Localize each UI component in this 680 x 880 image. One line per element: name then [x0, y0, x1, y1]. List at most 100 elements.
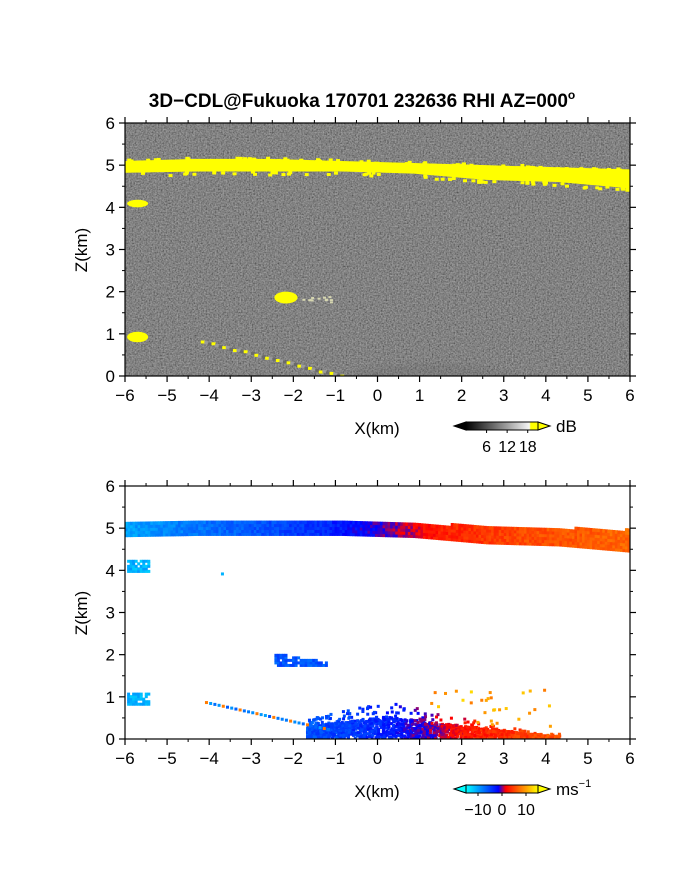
reflectivity-cloud-pixel: [579, 167, 584, 171]
reflectivity-cloud-pixel: [564, 167, 569, 171]
velocity-speckle-pixel: [528, 711, 532, 715]
velocity-cloud-pixel: [584, 542, 588, 546]
velocity-cloud-pixel: [513, 535, 517, 540]
velocity-flow-pixel: [555, 736, 559, 739]
velocity-clutter-pixel: [318, 726, 322, 730]
velocity-flow-pixel: [314, 729, 318, 733]
velocity-cloud-pixel: [576, 526, 581, 531]
velocity-echo-pixel: [289, 658, 293, 662]
velocity-xtick-label: −3: [242, 749, 261, 768]
velocity-speckle-pixel: [489, 719, 493, 723]
velocity-cloud-pixel: [314, 532, 318, 536]
reflectivity-clutter-pixel: [261, 355, 266, 359]
velocity-cloud-pixel: [481, 528, 485, 533]
velocity-cloud-pixel: [362, 521, 366, 525]
velocity-cloud-pixel: [286, 529, 290, 533]
velocity-cloud-pixel: [359, 521, 363, 525]
velocity-clutter-pixel: [234, 707, 238, 711]
reflectivity-echo-pixel: [329, 301, 333, 304]
velocity-cloud-pixel: [332, 526, 336, 531]
velocity-clutter-pixel: [247, 710, 251, 714]
velocity-flow-pixel: [539, 732, 543, 736]
velocity-cloud-pixel: [410, 528, 414, 533]
reflectivity-ytick-label: 1: [106, 325, 115, 344]
velocity-cloud-pixel: [508, 526, 512, 531]
velocity-flow-pixel: [351, 728, 355, 732]
velocity-echo-pixel: [127, 692, 131, 696]
velocity-cloud-pixel: [465, 527, 469, 531]
velocity-cloud-pixel: [241, 523, 245, 528]
velocity-cloud-pixel: [624, 537, 629, 541]
velocity-cloud-pixel: [284, 529, 288, 533]
velocity-flow-pixel: [367, 718, 371, 722]
velocity-speckle-pixel: [533, 708, 537, 712]
velocity-cloud-pixel: [448, 531, 452, 536]
reflectivity-cloud-pixel: [483, 180, 488, 184]
velocity-cloud-pixel: [258, 526, 262, 531]
reflectivity-echo-pixel: [317, 297, 321, 300]
velocity-cloud-pixel: [529, 527, 533, 531]
velocity-flow-pixel: [454, 723, 458, 727]
reflectivity-cloud-pixel: [328, 158, 333, 162]
velocity-cloud-pixel: [170, 521, 174, 525]
velocity-cloud-pixel: [559, 528, 563, 532]
velocity-cloud-pixel: [357, 529, 361, 534]
velocity-cloud-pixel: [549, 536, 553, 541]
velocity-flow-pixel: [329, 723, 333, 727]
reflectivity-cloud-pixel: [165, 159, 170, 163]
velocity-cloud-pixel: [251, 529, 255, 533]
velocity-flow-pixel: [344, 734, 348, 738]
velocity-flow-pixel: [498, 732, 502, 736]
reflectivity-clutter-pixel: [340, 374, 345, 376]
velocity-flow-pixel: [434, 721, 438, 725]
velocity-cloud-pixel: [178, 532, 182, 537]
velocity-flow-pixel: [346, 730, 350, 734]
velocity-cloud-pixel: [523, 530, 528, 534]
velocity-cloud-pixel: [286, 523, 290, 528]
velocity-cloud-pixel: [377, 533, 381, 537]
reflectivity-clutter-pixel: [243, 350, 248, 354]
velocity-cloud-pixel: [453, 532, 457, 536]
velocity-cloud-pixel: [438, 536, 442, 541]
velocity-flow-pixel: [337, 719, 341, 723]
velocity-cloud-pixel: [571, 538, 576, 542]
velocity-cloud-pixel: [561, 537, 565, 541]
velocity-echo-pixel: [287, 663, 291, 667]
velocity-cloud-pixel: [539, 530, 543, 535]
velocity-cloud-pixel: [534, 539, 538, 543]
velocity-flow-pixel: [439, 718, 443, 722]
velocity-echo-pixel: [292, 656, 296, 660]
velocity-cloud-pixel: [172, 532, 177, 537]
velocity-cloud-pixel: [614, 544, 618, 549]
velocity-cloud-pixel: [372, 527, 376, 531]
velocity-cloud-pixel: [607, 535, 611, 540]
velocity-cloud-pixel: [402, 528, 406, 532]
velocity-flow-pixel: [388, 732, 392, 736]
velocity-cloud-pixel: [503, 526, 507, 531]
velocity-flow-pixel: [410, 719, 414, 723]
velocity-cloud-pixel: [445, 531, 449, 535]
velocity-echo-pixel: [281, 663, 285, 667]
velocity-cloud-pixel: [349, 532, 353, 537]
velocity-cloud-pixel: [266, 532, 270, 536]
velocity-clutter-pixel: [276, 716, 280, 720]
velocity-cloud-pixel: [213, 529, 217, 533]
reflectivity-cloud-pixel: [185, 156, 190, 160]
velocity-cloud-pixel: [564, 534, 568, 539]
velocity-cloud-pixel: [521, 530, 525, 534]
velocity-flow-pixel: [505, 733, 509, 737]
velocity-cloud-pixel: [627, 546, 630, 550]
velocity-cloud-pixel: [571, 529, 576, 533]
velocity-flow-pixel: [423, 722, 427, 726]
velocity-cloud-pixel: [286, 520, 290, 525]
velocity-flow-pixel: [466, 720, 470, 724]
velocity-cloud-pixel: [460, 529, 464, 534]
velocity-flow-pixel: [411, 736, 415, 739]
velocity-echo-pixel: [309, 658, 313, 662]
velocity-cloud-pixel: [465, 524, 469, 528]
velocity-cloud-pixel: [160, 521, 164, 525]
velocity-cloud-pixel: [417, 523, 422, 527]
reflectivity-cloud-pixel: [601, 169, 606, 173]
velocity-cloud-pixel: [130, 521, 134, 526]
velocity-cloud-pixel: [435, 536, 439, 540]
